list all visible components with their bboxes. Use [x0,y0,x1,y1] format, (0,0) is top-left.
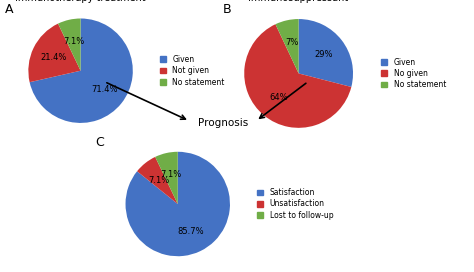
Text: B: B [223,3,231,16]
Wedge shape [28,24,81,82]
Wedge shape [275,19,299,73]
Wedge shape [155,152,178,204]
Wedge shape [126,152,230,256]
Text: 29%: 29% [314,50,333,58]
Legend: Satisfaction, Unsatisfaction, Lost to follow-up: Satisfaction, Unsatisfaction, Lost to fo… [257,188,333,220]
Wedge shape [244,24,351,128]
Text: 71.4%: 71.4% [91,85,118,94]
Text: C: C [95,136,103,149]
Legend: Given, Not given, No statement: Given, Not given, No statement [160,55,225,86]
Text: 7.1%: 7.1% [160,170,182,179]
Text: 7.1%: 7.1% [63,37,84,46]
Text: A: A [5,3,13,16]
Text: 21.4%: 21.4% [40,53,66,62]
Wedge shape [299,19,353,87]
Text: 64%: 64% [269,93,288,102]
Title: Immunotherapy treatment: Immunotherapy treatment [15,0,146,3]
Text: 85.7%: 85.7% [178,227,204,236]
Text: 7.1%: 7.1% [148,176,170,185]
Text: Prognosis: Prognosis [198,118,248,128]
Wedge shape [58,18,81,71]
Wedge shape [30,18,133,123]
Title: Immunosuppressant: Immunosuppressant [248,0,349,3]
Legend: Given, No given, No statement: Given, No given, No statement [381,58,446,89]
Text: 7%: 7% [285,38,299,47]
Wedge shape [137,157,178,204]
